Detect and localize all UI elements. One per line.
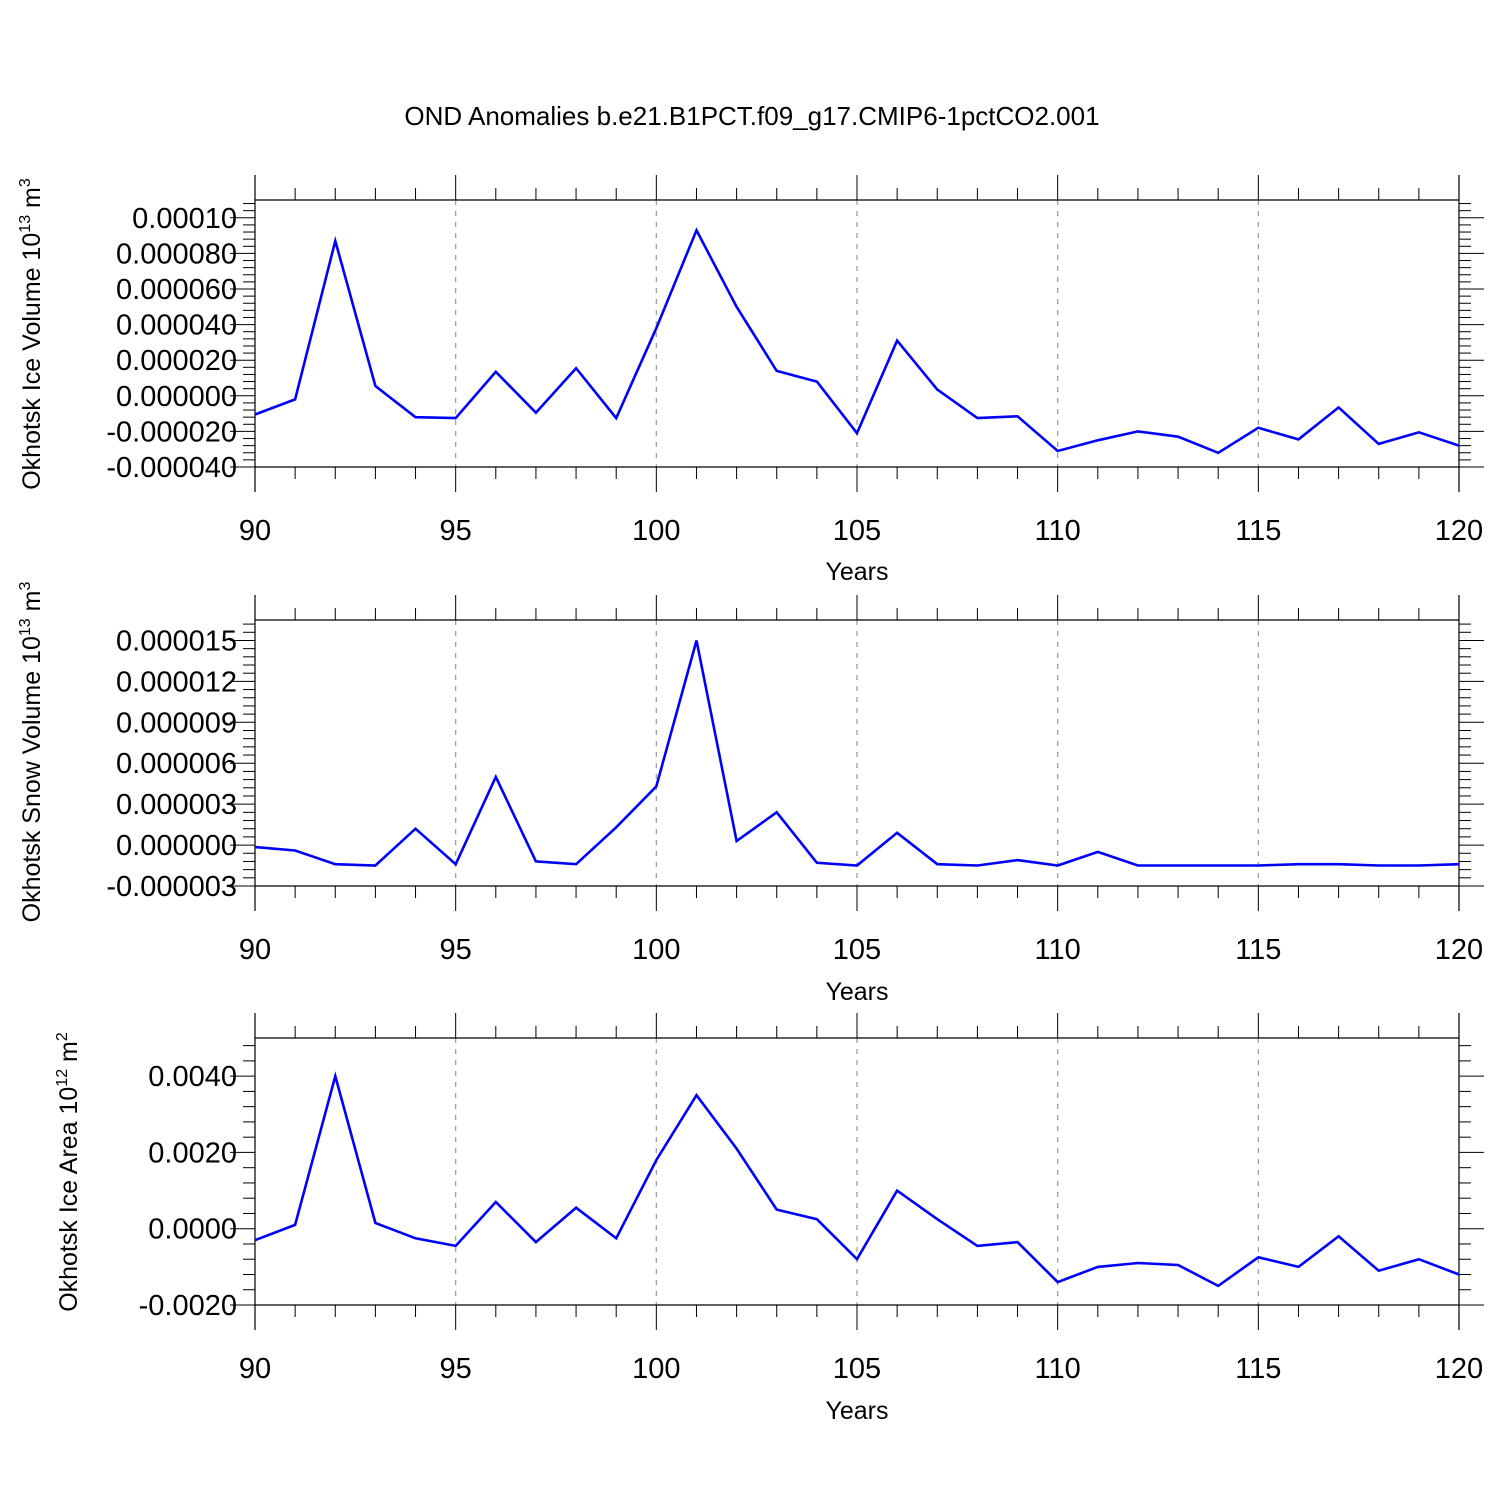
x-axis-title: Years — [825, 1397, 888, 1425]
x-tick-label: 115 — [1235, 515, 1281, 547]
y-tick-label: 0.000040 — [116, 310, 237, 342]
x-tick-label: 100 — [632, 515, 680, 547]
y-axis-title-text: Okhotsk Ice Area 10 — [55, 1087, 83, 1312]
y-axis-title-unit-exponent: 3 — [17, 178, 34, 187]
y-tick-label: -0.0020 — [139, 1290, 237, 1322]
series-line — [254, 640, 1460, 867]
y-tick-label: 0.000080 — [116, 238, 237, 270]
y-axis-title: Okhotsk Ice Area 1012 m2 — [54, 1032, 83, 1312]
y-tick-label: 0.000009 — [116, 707, 237, 739]
x-tick-label: 95 — [440, 1353, 472, 1385]
series-line — [254, 227, 1460, 455]
x-tick-label: 105 — [833, 515, 881, 547]
y-axis-title-unit-exponent: 3 — [17, 582, 34, 591]
x-tick-label: 115 — [1235, 934, 1281, 966]
panel-snow-volume: 0.000015 0.000012 0.000009 0.000006 0.000003… — [17, 582, 1484, 1006]
x-tick-label: 90 — [239, 515, 271, 547]
y-tick-label: 0.00010 — [132, 203, 237, 235]
x-tick-label: 110 — [1035, 934, 1081, 966]
y-tick-label: 0.000006 — [116, 748, 237, 780]
series-line — [254, 1071, 1460, 1288]
y-axis-title-unit-exponent: 2 — [54, 1032, 71, 1041]
x-tick-label: 120 — [1435, 934, 1483, 966]
x-axis-title: Years — [825, 978, 888, 1006]
x-tick-label: 105 — [833, 934, 881, 966]
x-tick-label: 120 — [1435, 1353, 1483, 1385]
x-tick-label: 95 — [440, 934, 472, 966]
x-tick-label: 90 — [239, 934, 271, 966]
x-tick-label: 90 — [239, 1353, 271, 1385]
y-axis-title-exponent: 13 — [17, 215, 34, 233]
y-tick-label: 0.000012 — [116, 666, 237, 698]
x-tick-label: 120 — [1435, 515, 1483, 547]
x-tick-label: 100 — [632, 934, 680, 966]
y-tick-label: 0.000003 — [116, 789, 237, 821]
y-axis-title: Okhotsk Ice Volume 1013 m3 — [17, 178, 46, 490]
y-axis-title-text: Okhotsk Snow Volume 10 — [18, 636, 46, 922]
y-tick-label: 0.000015 — [116, 625, 237, 657]
y-axis-title-unit: m — [18, 591, 46, 619]
y-tick-label: 0.000020 — [116, 345, 237, 377]
x-tick-label: 100 — [632, 1353, 680, 1385]
y-tick-label: 0.000000 — [116, 381, 237, 413]
y-tick-label: 0.000060 — [116, 274, 237, 306]
y-axis-title-unit: m — [18, 187, 46, 215]
y-tick-label: -0.000020 — [106, 416, 237, 448]
figure-title: OND Anomalies b.e21.B1PCT.f09_g17.CMIP6-… — [404, 101, 1099, 131]
y-tick-label: 0.0020 — [148, 1137, 237, 1169]
x-tick-label: 115 — [1235, 1353, 1281, 1385]
x-tick-label: 105 — [833, 1353, 881, 1385]
y-tick-label: -0.000040 — [106, 452, 237, 484]
y-axis-title-exponent: 13 — [17, 618, 34, 636]
y-tick-label: -0.000003 — [106, 871, 237, 903]
x-axis-title: Years — [825, 558, 888, 586]
y-axis-title: Okhotsk Snow Volume 1013 m3 — [17, 582, 46, 923]
x-tick-label: 110 — [1035, 1353, 1081, 1385]
y-axis-title-text: Okhotsk Ice Volume 10 — [18, 233, 46, 490]
x-tick-label: 95 — [440, 515, 472, 547]
y-axis-title-unit: m — [55, 1041, 83, 1069]
y-tick-label: 0.0000 — [148, 1214, 237, 1246]
y-tick-label: 0.0040 — [148, 1061, 237, 1093]
y-axis-title-exponent: 12 — [54, 1069, 71, 1087]
y-tick-label: 0.000000 — [116, 830, 237, 862]
x-tick-label: 110 — [1035, 515, 1081, 547]
